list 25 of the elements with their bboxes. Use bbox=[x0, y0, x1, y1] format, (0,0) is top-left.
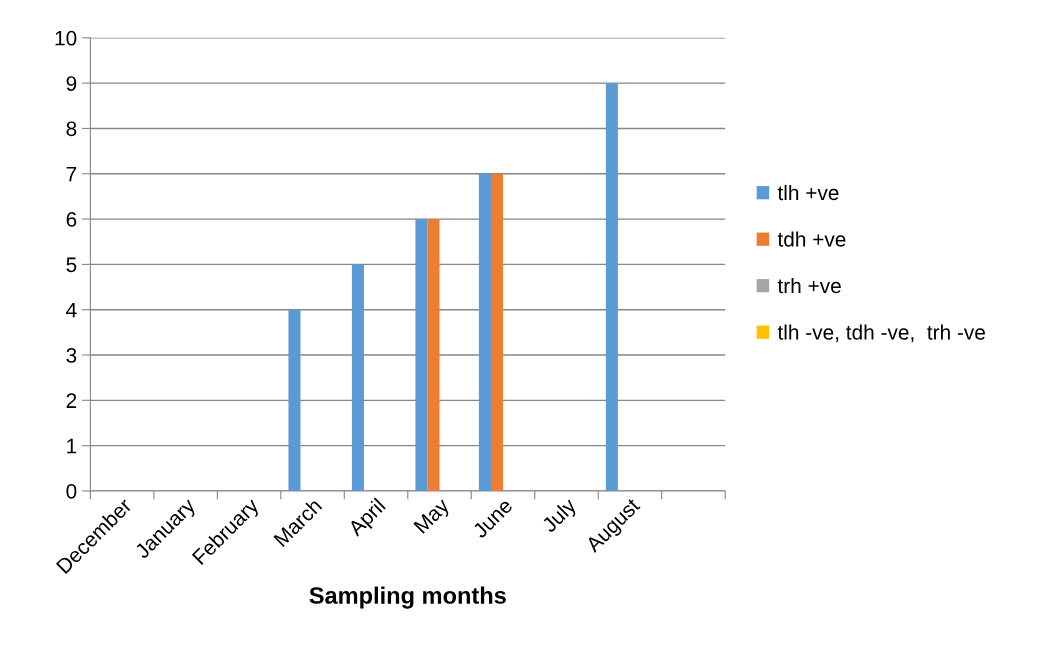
y-tick-label: 5 bbox=[66, 257, 77, 273]
y-tick-label: 7 bbox=[66, 166, 77, 182]
y-tick-label: 9 bbox=[66, 76, 77, 91]
bar bbox=[478, 173, 491, 491]
x-axis-title: Sampling months bbox=[309, 586, 506, 609]
legend-label: tlh +ve bbox=[777, 184, 839, 201]
y-tick-label: 6 bbox=[66, 212, 77, 227]
bar bbox=[427, 219, 440, 491]
bar bbox=[415, 219, 428, 491]
y-tick-label: 4 bbox=[66, 302, 77, 318]
y-tick-label: 10 bbox=[55, 30, 77, 46]
legend-label: tlh -ve, tdh -ve, trh -ve bbox=[777, 324, 985, 343]
bar bbox=[351, 264, 364, 491]
x-tick-label: May bbox=[413, 497, 454, 537]
bar bbox=[605, 83, 618, 491]
y-tick-label: 1 bbox=[67, 438, 77, 454]
bar bbox=[490, 173, 504, 491]
y-tick-label: 2 bbox=[66, 393, 77, 408]
legend-label: tdh +ve bbox=[777, 231, 846, 247]
x-tick-label: July bbox=[540, 496, 581, 537]
legend-label: trh +ve bbox=[777, 277, 841, 294]
y-tick-label: 3 bbox=[66, 348, 77, 363]
y-tick-label: 0 bbox=[66, 483, 77, 499]
bar bbox=[288, 309, 301, 491]
y-tick-label: 8 bbox=[66, 121, 77, 137]
